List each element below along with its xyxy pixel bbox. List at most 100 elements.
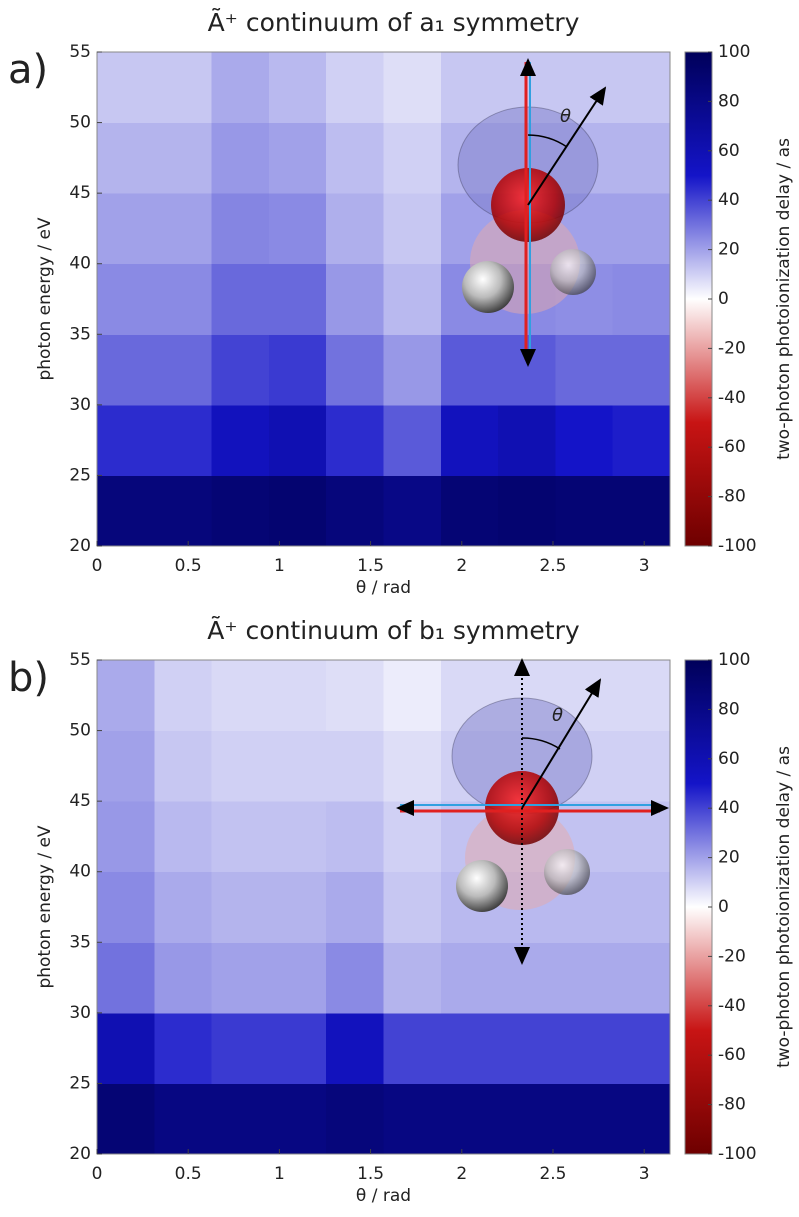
x-tick-label: 0.5 bbox=[175, 1164, 202, 1184]
heatmap-cell bbox=[326, 730, 384, 802]
x-tick-label: 2 bbox=[456, 556, 467, 576]
heatmap-cell bbox=[555, 334, 614, 406]
heatmap-cell bbox=[268, 52, 327, 124]
heatmap-cell bbox=[268, 122, 327, 194]
heatmap-cell bbox=[383, 475, 442, 547]
colorbar-tick-label: -40 bbox=[718, 996, 746, 1016]
heatmap-cell bbox=[612, 871, 671, 943]
heatmap-cell bbox=[154, 193, 213, 265]
heatmap-cell bbox=[268, 660, 327, 732]
heatmap-cell bbox=[154, 52, 213, 124]
colorbar-tick-label: 20 bbox=[718, 240, 740, 260]
colorbar bbox=[684, 51, 713, 547]
heatmap-cell bbox=[97, 122, 155, 194]
colorbar-tick-label: -20 bbox=[718, 946, 746, 966]
heatmap-cell bbox=[326, 334, 384, 406]
x-axis-label: θ / rad bbox=[356, 578, 411, 598]
heatmap-cell bbox=[555, 1012, 614, 1084]
heatmap-cell bbox=[268, 263, 327, 335]
heatmap-cell bbox=[154, 801, 213, 873]
heatmap-cell bbox=[612, 122, 671, 194]
heatmap-cell bbox=[268, 1083, 327, 1155]
heatmap-cell bbox=[612, 942, 671, 1014]
heatmap-cell bbox=[97, 871, 155, 943]
hydrogen-atom bbox=[456, 860, 508, 912]
heatmap-cell bbox=[383, 193, 442, 265]
plot-frame bbox=[96, 51, 671, 547]
heatmap-cell bbox=[612, 730, 671, 802]
heatmap-cell bbox=[154, 1083, 213, 1155]
hydrogen-atom bbox=[544, 849, 590, 895]
heatmap-cell bbox=[211, 1083, 270, 1155]
colorbar-tick-label: 80 bbox=[718, 91, 740, 111]
heatmap-cell bbox=[154, 334, 213, 406]
y-tick-label: 55 bbox=[69, 650, 91, 670]
heatmap-cell bbox=[211, 334, 270, 406]
heatmap-cell bbox=[154, 1012, 213, 1084]
heatmap-cell bbox=[154, 475, 213, 547]
heatmap-cell bbox=[154, 942, 213, 1014]
heatmap-cell bbox=[268, 193, 327, 265]
heatmap-cell bbox=[612, 263, 671, 335]
x-axis-label: θ / rad bbox=[356, 1186, 411, 1206]
colorbar-tick-label: 0 bbox=[718, 289, 729, 309]
colorbar-tick-label: 60 bbox=[718, 141, 740, 161]
arrow bbox=[521, 678, 602, 809]
y-tick-label: 20 bbox=[69, 1144, 91, 1164]
heatmap-cell bbox=[154, 263, 213, 335]
x-tick-label: 1 bbox=[274, 1164, 285, 1184]
colorbar-tick-label: 100 bbox=[718, 650, 750, 670]
heatmap-cell bbox=[612, 1083, 671, 1155]
heatmap-cell bbox=[612, 475, 671, 547]
heatmap-cell bbox=[154, 404, 213, 476]
y-tick-label: 55 bbox=[69, 42, 91, 62]
heatmap-cell bbox=[612, 334, 671, 406]
heatmap-cell bbox=[326, 52, 384, 124]
colorbar-tick-label: -80 bbox=[718, 487, 746, 507]
x-tick-label: 0 bbox=[92, 1164, 103, 1184]
heatmap-cell bbox=[555, 730, 614, 802]
y-tick-label: 45 bbox=[69, 183, 91, 203]
heatmap-cell bbox=[268, 730, 327, 802]
y-tick-label: 50 bbox=[69, 113, 91, 133]
heatmap-cell bbox=[211, 801, 270, 873]
y-tick-label: 50 bbox=[69, 721, 91, 741]
heatmap-cell bbox=[498, 1012, 556, 1084]
heatmap-cell bbox=[326, 1012, 384, 1084]
y-tick-label: 40 bbox=[69, 254, 91, 274]
heatmap-cell bbox=[498, 942, 556, 1014]
heatmap-cell bbox=[383, 1083, 442, 1155]
y-tick-label: 30 bbox=[69, 395, 91, 415]
heatmap-cell bbox=[97, 334, 155, 406]
heatmap-cell bbox=[440, 404, 499, 476]
heatmap-cell bbox=[440, 475, 499, 547]
heatmap-cell bbox=[211, 122, 270, 194]
heatmap-cell bbox=[154, 122, 213, 194]
colorbar-tick-label: -60 bbox=[718, 1045, 746, 1065]
heatmap-cell bbox=[612, 1012, 671, 1084]
heatmap-cell bbox=[498, 475, 556, 547]
heatmap-cell bbox=[383, 334, 442, 406]
x-tick-label: 1.5 bbox=[357, 556, 384, 576]
heatmap-cell bbox=[211, 730, 270, 802]
heatmap-cell bbox=[97, 475, 155, 547]
hydrogen-atom bbox=[550, 249, 596, 295]
heatmap-cell bbox=[498, 404, 556, 476]
heatmap-cell bbox=[211, 475, 270, 547]
x-tick-label: 0 bbox=[92, 556, 103, 576]
colorbar-tick-label: 40 bbox=[718, 190, 740, 210]
heatmap-cell bbox=[211, 193, 270, 265]
colorbar-tick-label: -20 bbox=[718, 338, 746, 358]
angle-arc bbox=[527, 134, 568, 148]
inset-label: θ bbox=[560, 106, 571, 127]
molecule-inset: θ bbox=[396, 658, 669, 965]
heatmap-cell bbox=[211, 942, 270, 1014]
x-tick-label: 1 bbox=[274, 556, 285, 576]
y-tick-label: 45 bbox=[69, 791, 91, 811]
heatmap-cell bbox=[440, 122, 499, 194]
heatmap-cell bbox=[326, 1083, 384, 1155]
hydrogen-atom bbox=[462, 261, 514, 313]
heatmap-cell bbox=[326, 475, 384, 547]
